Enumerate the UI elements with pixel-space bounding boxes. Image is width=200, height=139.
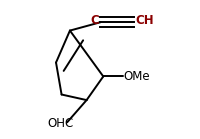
Text: CH: CH [135, 14, 153, 27]
Text: C: C [90, 14, 99, 27]
Text: OHC: OHC [47, 117, 73, 130]
Text: OMe: OMe [123, 70, 149, 83]
